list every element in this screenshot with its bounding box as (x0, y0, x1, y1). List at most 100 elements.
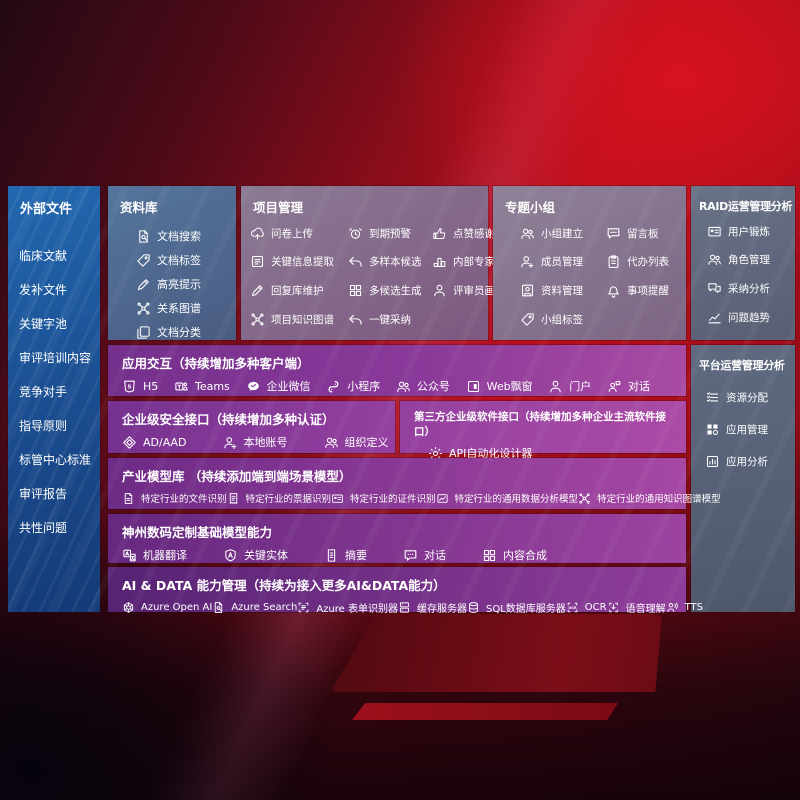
ai-data-items: Azure Open AI Azure Search Azure 表单识别器 缓存服务… (122, 600, 703, 615)
panel-title: AI & DATA 能力管理（持续为接入更多AI&DATA能力） (122, 578, 446, 593)
panel-title: 项目管理 (253, 200, 304, 215)
feature-item: 小组标签 (520, 312, 606, 327)
feature-item: 机器翻译 (122, 547, 187, 563)
panel-industry-models: 产业模型库 （持续添加端到端场景模型） 特定行业的文件识别 特定行业的票据识别 特定… (108, 458, 721, 509)
panel-base-model-capability: 神州数码定制基础模型能力 机器翻译 关键实体 摘要 对话 内容合成 (108, 514, 686, 563)
feature-item: 事项提醒 (606, 283, 686, 298)
list-icon (705, 390, 720, 405)
panel-external-files: 外部文件 临床文献 发补文件 关键字池 审评培训内容 竞争对手 指导原则 标管中心标准 审评报… (8, 186, 100, 612)
panel-security-interface: 企业级安全接口（持续增加多种认证） AD/AAD 本地账号 组织定义 (108, 401, 395, 453)
raid-items: 用户锻炼 角色管理 采纳分析 问题趋势 (691, 217, 795, 331)
panel-title: 神州数码定制基础模型能力 (122, 525, 273, 540)
grid-icon (482, 548, 497, 563)
thirdparty-items: API自动化设计器 (414, 445, 674, 461)
external-file-item: 竞争对手 (19, 384, 68, 399)
panel-title: 专题小组 (505, 200, 556, 215)
feature-item: 文档搜索 (108, 224, 236, 248)
panel-title: 产业模型库 （持续添加端到端场景模型） (122, 469, 352, 484)
feature-item: OCR (566, 601, 607, 614)
feature-item: Web飘窗 (466, 378, 533, 394)
panel-title: RAID运营管理分析 (699, 200, 793, 213)
feature-item: SQL数据库服务器 (467, 600, 566, 615)
external-file-list: 临床文献 发补文件 关键字池 审评培训内容 竞争对手 指导原则 标管中心标准 审评报告 共性问题 (8, 238, 100, 544)
imgchart-icon (436, 492, 449, 505)
panel-title: 企业级安全接口（持续增加多种认证） (122, 412, 335, 427)
person-icon (432, 283, 447, 298)
feature-item: 文档分类 (108, 320, 236, 344)
people-icon (520, 226, 535, 241)
feature-item: 语音理解 (607, 600, 666, 615)
project-items: 问卷上传 到期预警 点赞感谢 关键信息提取 多样本候选 内部专家排名 回复库维护 多候选生成评… (241, 219, 516, 333)
net-icon (136, 301, 151, 316)
feature-item: 应用管理 (691, 413, 795, 445)
bbs-icon (606, 226, 621, 241)
grid-icon (348, 283, 363, 298)
net-icon (250, 312, 265, 327)
feature-item: Azure Open AI (122, 601, 212, 614)
feature-item: API自动化设计器 (428, 445, 532, 461)
person-icon (548, 379, 563, 394)
mini-icon (326, 379, 341, 394)
h5-icon (122, 379, 137, 394)
panel-topic-groups: 专题小组 小组建立 留言板 成员管理 代办列表 资料管理 事项提醒 小组标签 (493, 186, 686, 340)
translate-icon (122, 548, 137, 563)
teams-icon (174, 379, 189, 394)
panel-library: 资料库 文档搜索 文档标签 高亮提示 关系图谱 文档分类 (108, 186, 236, 340)
gridapps-icon (705, 422, 720, 437)
pen-icon (136, 277, 151, 292)
reply-icon (348, 254, 363, 269)
feature-item: Teams (174, 379, 230, 394)
pen-icon (250, 283, 265, 298)
feature-item: 到期预警 (348, 226, 432, 241)
db-icon (467, 601, 480, 614)
formscan-icon (297, 601, 310, 614)
wechat-icon (246, 379, 261, 394)
shielda-icon (223, 548, 238, 563)
feature-item: 内容合成 (482, 547, 547, 563)
feature-item: 项目知识图谱 (250, 312, 348, 327)
interaction-items: H5 Teams 企业微信 小程序 公众号 Web飘窗 门户 对话 (122, 378, 674, 394)
panel-title: 资料库 (120, 200, 158, 215)
feature-item: 采纳分析 (691, 274, 795, 303)
feature-item: Azure 表单识别器 (297, 600, 398, 615)
copy-icon (136, 325, 151, 340)
receipt-icon (227, 492, 240, 505)
feature-item: Azure Search (212, 601, 297, 614)
feature-item: 对话 (607, 378, 650, 394)
podium-icon (432, 254, 447, 269)
tts-icon (666, 601, 679, 614)
feature-item: 公众号 (396, 378, 450, 394)
external-file-item: 临床文献 (19, 248, 68, 263)
chatqa-icon (707, 281, 722, 296)
chatdots-icon (403, 548, 418, 563)
feature-item: 留言板 (606, 226, 686, 241)
external-file-item: 审评培训内容 (19, 350, 92, 365)
feature-item: 高亮提示 (108, 272, 236, 296)
feature-item: 关键实体 (223, 547, 288, 563)
tag-icon (136, 253, 151, 268)
feature-item: 特定行业的通用数据分析模型 (436, 491, 578, 505)
feature-item: 资源分配 (691, 381, 795, 413)
server-icon (398, 601, 411, 614)
panel-title: 第三方企业级软件接口（持续增加多种企业主流软件接口） (414, 411, 666, 438)
panel-raid-analysis: RAID运营管理分析 用户锻炼 角色管理 采纳分析 问题趋势 (691, 186, 795, 340)
feature-item: 问卷上传 (250, 226, 348, 241)
reply-icon (348, 312, 363, 327)
group-items: 小组建立 留言板 成员管理 代办列表 资料管理 事项提醒 小组标签 (493, 219, 686, 333)
net-icon (578, 492, 591, 505)
window-icon (466, 379, 481, 394)
feature-item: 文档标签 (108, 248, 236, 272)
feature-item: 组织定义 (324, 434, 389, 450)
feature-item: TTS (666, 601, 703, 614)
form-icon (250, 254, 265, 269)
monitor-stand-bar (352, 703, 618, 720)
monitor-stand-shadow (330, 614, 662, 692)
feature-item: 摘要 (324, 547, 367, 563)
panel-platform-analysis: 平台运营管理分析 资源分配 应用管理 应用分析 (691, 345, 795, 612)
feature-item: 缓存服务器 (398, 600, 467, 615)
panel-title: 应用交互（持续增加多种客户端） (122, 356, 310, 371)
feature-item: 代办列表 (606, 254, 686, 269)
feature-item: 多样本候选 (348, 254, 432, 269)
doc-icon (122, 492, 135, 505)
